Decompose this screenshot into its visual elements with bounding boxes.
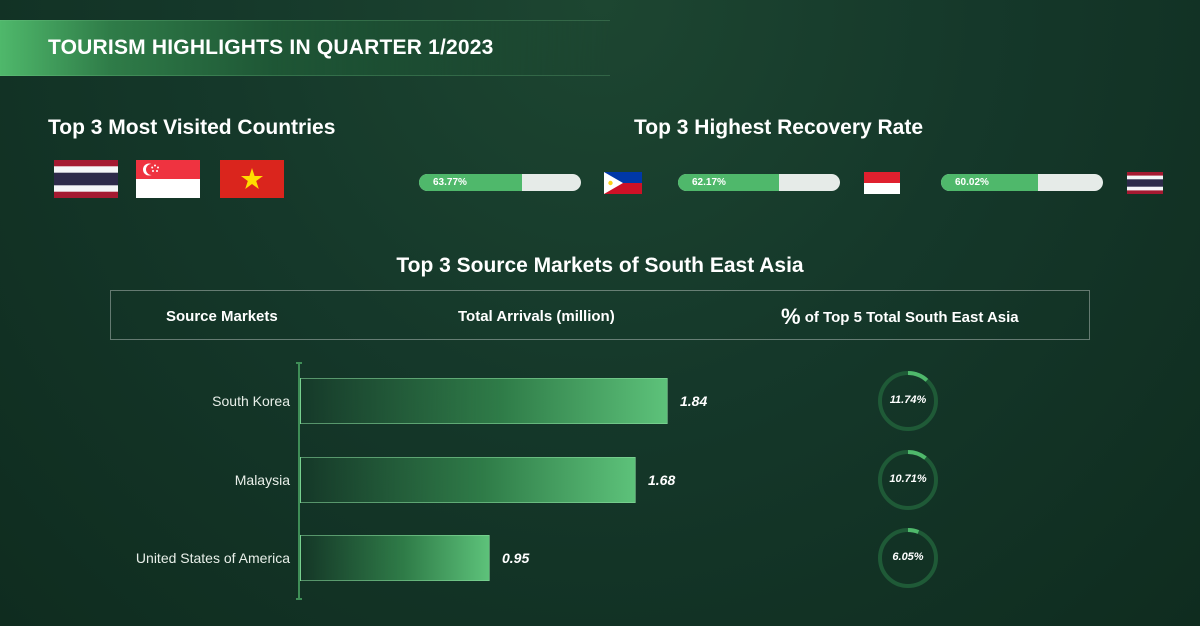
percent-label: 6.05%: [892, 551, 924, 563]
thailand-flag-small-icon: [1127, 172, 1163, 194]
recovery-bar-label: 63.77%: [433, 177, 467, 188]
percent-label: 11.74%: [889, 394, 927, 406]
bar-value-label: 0.95: [502, 550, 530, 566]
col-header-arrivals: Total Arrivals (million): [458, 308, 615, 325]
recovery-bar-fill: [941, 174, 1039, 191]
chart-axis: [298, 362, 300, 600]
percent-donut: [878, 528, 938, 588]
col-header-percent: % of Top 5 Total South East Asia: [781, 304, 1019, 330]
bar-value-label: 1.84: [680, 393, 708, 409]
category-label: Malaysia: [234, 472, 290, 488]
col-header-percent-label: of Top 5 Total South East Asia: [804, 309, 1019, 326]
recovery-bar-label: 60.02%: [955, 177, 989, 188]
axis-tick: [296, 598, 302, 600]
recovery-bar-1: 63.77%: [419, 174, 581, 191]
indonesia-flag-icon: [864, 172, 900, 194]
philippines-flag-icon: [604, 172, 642, 194]
recovery-bar-3: 60.02%: [941, 174, 1103, 191]
arrivals-bar: [300, 535, 490, 581]
table-header: Source Markets Total Arrivals (million) …: [110, 290, 1090, 340]
most-visited-title: Top 3 Most Visited Countries: [48, 116, 336, 139]
category-label: United States of America: [135, 550, 290, 566]
singapore-flag-icon: [136, 160, 200, 198]
arrivals-bar: [300, 457, 636, 503]
title-banner: [0, 20, 610, 76]
source-markets-title: Top 3 Source Markets of South East Asia: [396, 254, 804, 277]
vietnam-flag-icon: [220, 160, 284, 198]
recovery-bar-label: 62.17%: [692, 177, 726, 188]
arrivals-bar: [300, 378, 668, 424]
percent-donut: [878, 450, 938, 510]
donut-arc: [878, 450, 938, 510]
bar-value-label: 1.68: [648, 472, 676, 488]
donut-arc: [878, 371, 938, 431]
recovery-bar-fill: [678, 174, 779, 191]
axis-tick: [296, 362, 302, 364]
recovery-rate-title: Top 3 Highest Recovery Rate: [634, 116, 924, 139]
percent-symbol: %: [781, 304, 801, 329]
percent-label: 10.71%: [889, 473, 927, 485]
recovery-bar-2: 62.17%: [678, 174, 840, 191]
thailand-flag-icon: [54, 160, 118, 198]
donut-arc: [878, 528, 938, 588]
percent-donut: [878, 371, 938, 431]
col-header-markets: Source Markets: [166, 308, 278, 325]
page-title: TOURISM HIGHLIGHTS IN QUARTER 1/2023: [48, 36, 494, 59]
recovery-bar-fill: [419, 174, 523, 191]
category-label: South Korea: [212, 393, 290, 409]
